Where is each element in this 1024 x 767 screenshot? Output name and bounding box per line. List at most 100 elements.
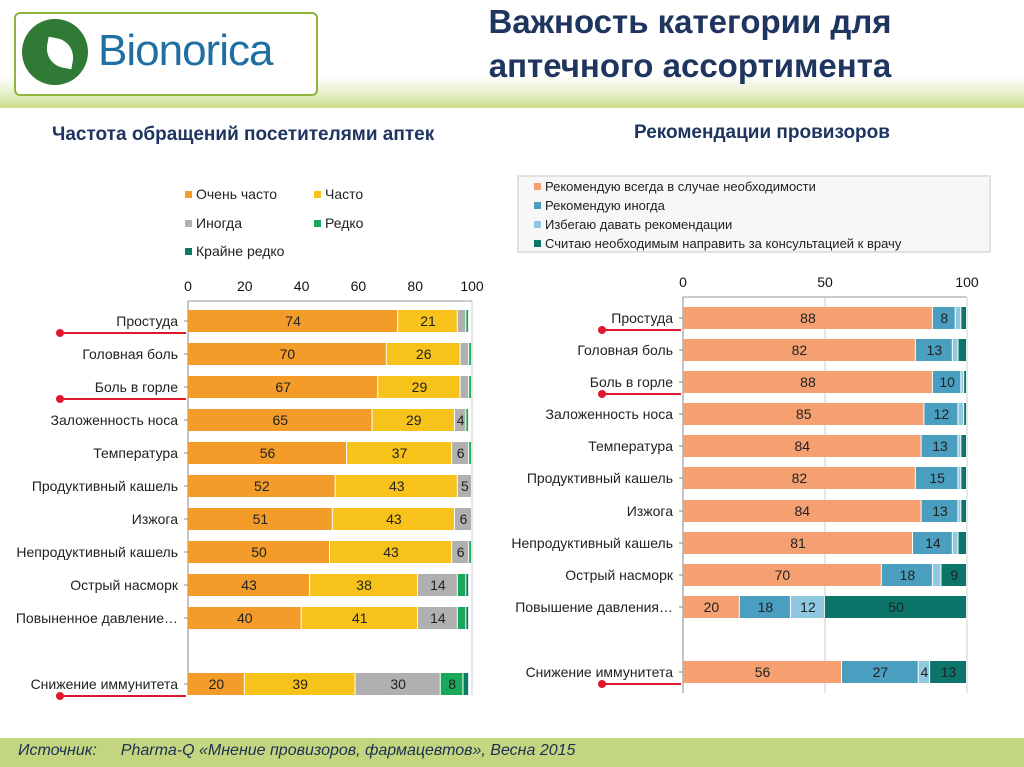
leaf-logo-icon — [22, 19, 88, 85]
category-label: Боль в горле — [95, 379, 178, 395]
data-label: 10 — [939, 374, 955, 390]
bar-segment — [452, 541, 469, 563]
data-label: 84 — [794, 503, 810, 519]
category-label: Продуктивный кашель — [527, 470, 673, 486]
category-label: Продуктивный кашель — [32, 478, 178, 494]
category-label: Боль в горле — [590, 374, 673, 390]
bar-segment — [188, 673, 244, 695]
bar-segment — [913, 532, 952, 554]
bar-segment — [398, 310, 457, 332]
bar-segment — [683, 339, 915, 361]
data-label: 8 — [940, 310, 948, 326]
legend-label: Редко — [325, 215, 364, 231]
bar-segment — [964, 371, 966, 393]
data-label: 29 — [406, 412, 422, 428]
legend-label: Иногда — [196, 215, 242, 231]
data-label: 85 — [796, 406, 812, 422]
bar-segment — [683, 661, 842, 683]
data-label: 43 — [383, 544, 399, 560]
bar-segment — [932, 307, 955, 329]
data-label: 43 — [389, 478, 405, 494]
bar-segment — [915, 339, 952, 361]
category-label: Простуда — [116, 313, 178, 329]
bar-segment — [188, 442, 347, 464]
data-label: 9 — [950, 567, 958, 583]
legend-label: Рекомендую иногда — [545, 198, 666, 213]
bar-segment — [469, 541, 471, 563]
bar-segment — [842, 661, 918, 683]
bar-segment — [301, 607, 418, 629]
bar-segment — [955, 307, 961, 329]
bar-segment — [188, 475, 335, 497]
category-label: Заложенность носа — [51, 412, 179, 428]
bar-segment — [958, 403, 964, 425]
legend-label: Считаю необходимым направить за консульт… — [545, 236, 902, 251]
bar-segment — [378, 376, 460, 398]
category-label: Повышение давления… — [515, 599, 673, 615]
x-tick-label: 100 — [955, 274, 979, 290]
bar-segment — [466, 607, 469, 629]
data-label: 50 — [251, 544, 267, 560]
bar-segment — [739, 596, 790, 618]
category-label: Изжога — [132, 511, 178, 527]
data-label: 18 — [900, 567, 916, 583]
bar-segment — [961, 467, 966, 489]
bar-segment — [958, 435, 961, 457]
data-label: 12 — [800, 599, 816, 615]
data-label: 56 — [755, 664, 771, 680]
data-label: 15 — [929, 470, 945, 486]
bar-segment — [932, 564, 941, 586]
bar-segment — [457, 310, 466, 332]
bar-segment — [454, 508, 471, 530]
category-label: Головная боль — [577, 342, 673, 358]
x-tick-label: 80 — [407, 278, 423, 294]
source-note: Источник: Pharma-Q «Мнение провизоров, фа… — [18, 742, 575, 760]
bar-segment — [466, 310, 469, 332]
data-label: 13 — [927, 342, 943, 358]
data-label: 21 — [420, 313, 436, 329]
bar-segment — [188, 409, 372, 431]
data-label: 43 — [386, 511, 402, 527]
data-label: 4 — [921, 664, 929, 680]
data-label: 38 — [356, 577, 372, 593]
data-label: 88 — [800, 310, 816, 326]
data-label: 12 — [934, 406, 950, 422]
bar-segment — [188, 508, 332, 530]
bar-segment — [418, 607, 457, 629]
bar-segment — [466, 574, 469, 596]
bar-segment — [457, 607, 466, 629]
bar-segment — [355, 673, 440, 695]
data-label: 13 — [941, 664, 957, 680]
data-label: 84 — [794, 438, 810, 454]
bar-segment — [941, 564, 966, 586]
data-label: 13 — [932, 503, 948, 519]
bar-segment — [958, 532, 966, 554]
data-label: 6 — [457, 544, 465, 560]
data-label: 4 — [457, 412, 465, 428]
bar-segment — [964, 403, 966, 425]
legend-swatch — [314, 220, 321, 227]
data-label: 13 — [932, 438, 948, 454]
bar-segment — [244, 673, 355, 695]
x-tick-label: 40 — [294, 278, 310, 294]
x-tick-label: 50 — [817, 274, 833, 290]
legend-label: Крайне редко — [196, 243, 285, 259]
source-text: Pharma-Q «Мнение провизоров, фармацевтов… — [120, 742, 576, 759]
category-label: Острый насморк — [70, 577, 179, 593]
data-label: 82 — [792, 342, 808, 358]
category-label: Температура — [588, 438, 673, 454]
data-label: 14 — [430, 610, 446, 626]
bar-segment — [460, 376, 469, 398]
brand-name: Bionorica — [98, 26, 273, 75]
category-label: Снижение иммунитета — [31, 676, 179, 692]
bar-segment — [440, 673, 463, 695]
left-chart: Очень часто Часто Иногда Редко Крайне редко 0… — [16, 186, 484, 700]
data-label: 37 — [392, 445, 408, 461]
bar-segment — [918, 661, 930, 683]
legend-swatch — [534, 202, 541, 209]
bar-segment — [469, 343, 471, 365]
x-tick-label: 0 — [679, 274, 687, 290]
data-label: 65 — [273, 412, 289, 428]
x-tick-label: 60 — [351, 278, 367, 294]
data-label: 56 — [260, 445, 276, 461]
